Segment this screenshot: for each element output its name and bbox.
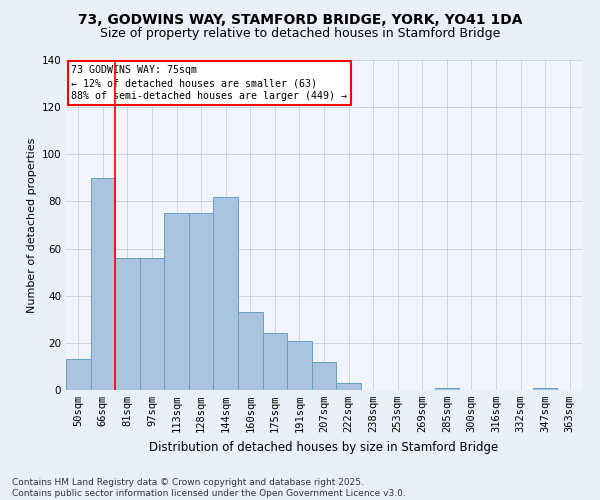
Bar	[189, 213, 214, 390]
Bar	[533, 388, 557, 390]
Bar	[312, 362, 336, 390]
X-axis label: Distribution of detached houses by size in Stamford Bridge: Distribution of detached houses by size …	[149, 440, 499, 454]
Bar	[164, 213, 189, 390]
Bar	[214, 196, 238, 390]
Bar	[434, 388, 459, 390]
Bar	[66, 360, 91, 390]
Bar	[263, 334, 287, 390]
Bar	[238, 312, 263, 390]
Y-axis label: Number of detached properties: Number of detached properties	[27, 138, 37, 312]
Bar	[140, 258, 164, 390]
Bar	[287, 340, 312, 390]
Text: Size of property relative to detached houses in Stamford Bridge: Size of property relative to detached ho…	[100, 28, 500, 40]
Bar	[336, 383, 361, 390]
Text: 73, GODWINS WAY, STAMFORD BRIDGE, YORK, YO41 1DA: 73, GODWINS WAY, STAMFORD BRIDGE, YORK, …	[78, 12, 522, 26]
Text: Contains HM Land Registry data © Crown copyright and database right 2025.
Contai: Contains HM Land Registry data © Crown c…	[12, 478, 406, 498]
Bar	[91, 178, 115, 390]
Bar	[115, 258, 140, 390]
Text: 73 GODWINS WAY: 75sqm
← 12% of detached houses are smaller (63)
88% of semi-deta: 73 GODWINS WAY: 75sqm ← 12% of detached …	[71, 65, 347, 102]
